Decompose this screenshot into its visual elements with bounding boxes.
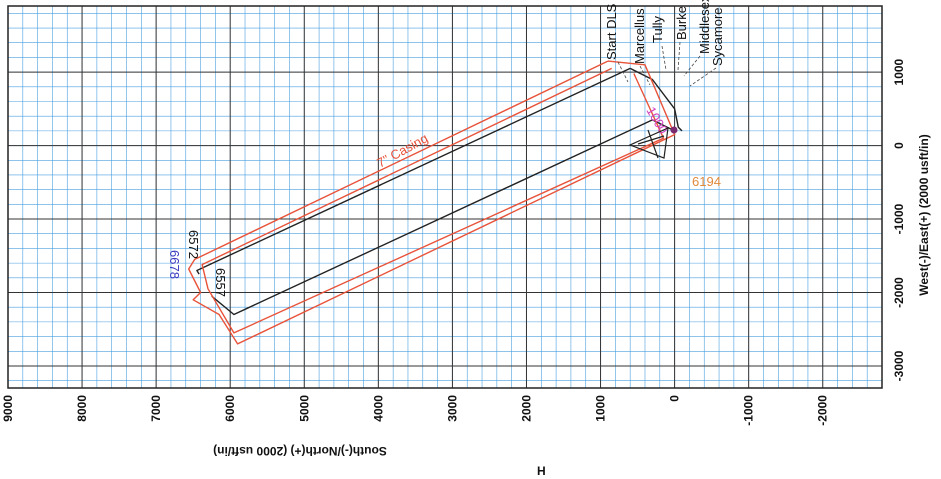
- plot-frame: [7, 5, 883, 389]
- y-tick-label: -1000: [892, 203, 906, 234]
- x-tick-label: 4000: [371, 395, 385, 422]
- y-tick-label: -3000: [892, 350, 906, 381]
- y-axis-title: West(-)/East(+) (2000 usft/in): [917, 134, 931, 295]
- series-path-2: [211, 119, 675, 316]
- legend-middlesex: Middlesex: [697, 0, 712, 54]
- x-tick-label: 7000: [149, 395, 163, 422]
- x-tick-label: -1000: [742, 395, 756, 426]
- y-tick-labels: 1000 0 -1000 -2000 -3000: [892, 58, 906, 381]
- bottom-mark: H: [537, 464, 546, 478]
- series-path-1: [196, 67, 631, 275]
- x-tick-label: 5000: [297, 395, 311, 422]
- x-tick-label: 1000: [594, 395, 608, 422]
- x-tick-label: 0: [668, 395, 682, 402]
- legend-tully: Tully: [650, 16, 665, 43]
- series-path-3: [188, 60, 676, 345]
- legend-leader-lines: [617, 41, 717, 87]
- y-tick-label: -2000: [892, 277, 906, 308]
- x-tick-label: 2000: [519, 395, 533, 422]
- label-6194: 6194: [692, 174, 721, 189]
- legend-marcellus: Marcellus: [632, 8, 647, 64]
- y-tick-label: 1000: [892, 58, 906, 85]
- label-6678: 6678: [167, 250, 182, 279]
- y-tick-label: 0: [892, 142, 906, 149]
- major-grid: [7, 6, 882, 388]
- legend-sycamore: Sycamore: [710, 7, 725, 66]
- x-axis-title: South(-)/North(+) (2000 usft/in): [213, 444, 387, 458]
- x-tick-label: 6000: [223, 395, 237, 422]
- label-6557: 6557: [213, 268, 228, 297]
- x-tick-label: -2000: [816, 395, 830, 426]
- x-tick-label: 9000: [1, 395, 15, 422]
- x-tick-label: 8000: [75, 395, 89, 422]
- legend-start-dls: Start DLS: [604, 3, 619, 60]
- pad-dot: [670, 126, 678, 134]
- well-pad-marker: [628, 126, 678, 159]
- series-layer: [188, 60, 683, 345]
- legend-burke: Burke: [674, 6, 689, 40]
- pad-glyph: [628, 127, 669, 159]
- x-tick-labels: 9000 8000 7000 6000 5000 4000 3000 2000 1000 0 -10…: [1, 395, 830, 426]
- x-tick-label: 3000: [445, 395, 459, 422]
- label-6572: 6572: [186, 230, 201, 259]
- series-path-4: [201, 67, 665, 334]
- legend-labels: Start DLS Marcellus Tully Burke Middlese…: [604, 0, 725, 87]
